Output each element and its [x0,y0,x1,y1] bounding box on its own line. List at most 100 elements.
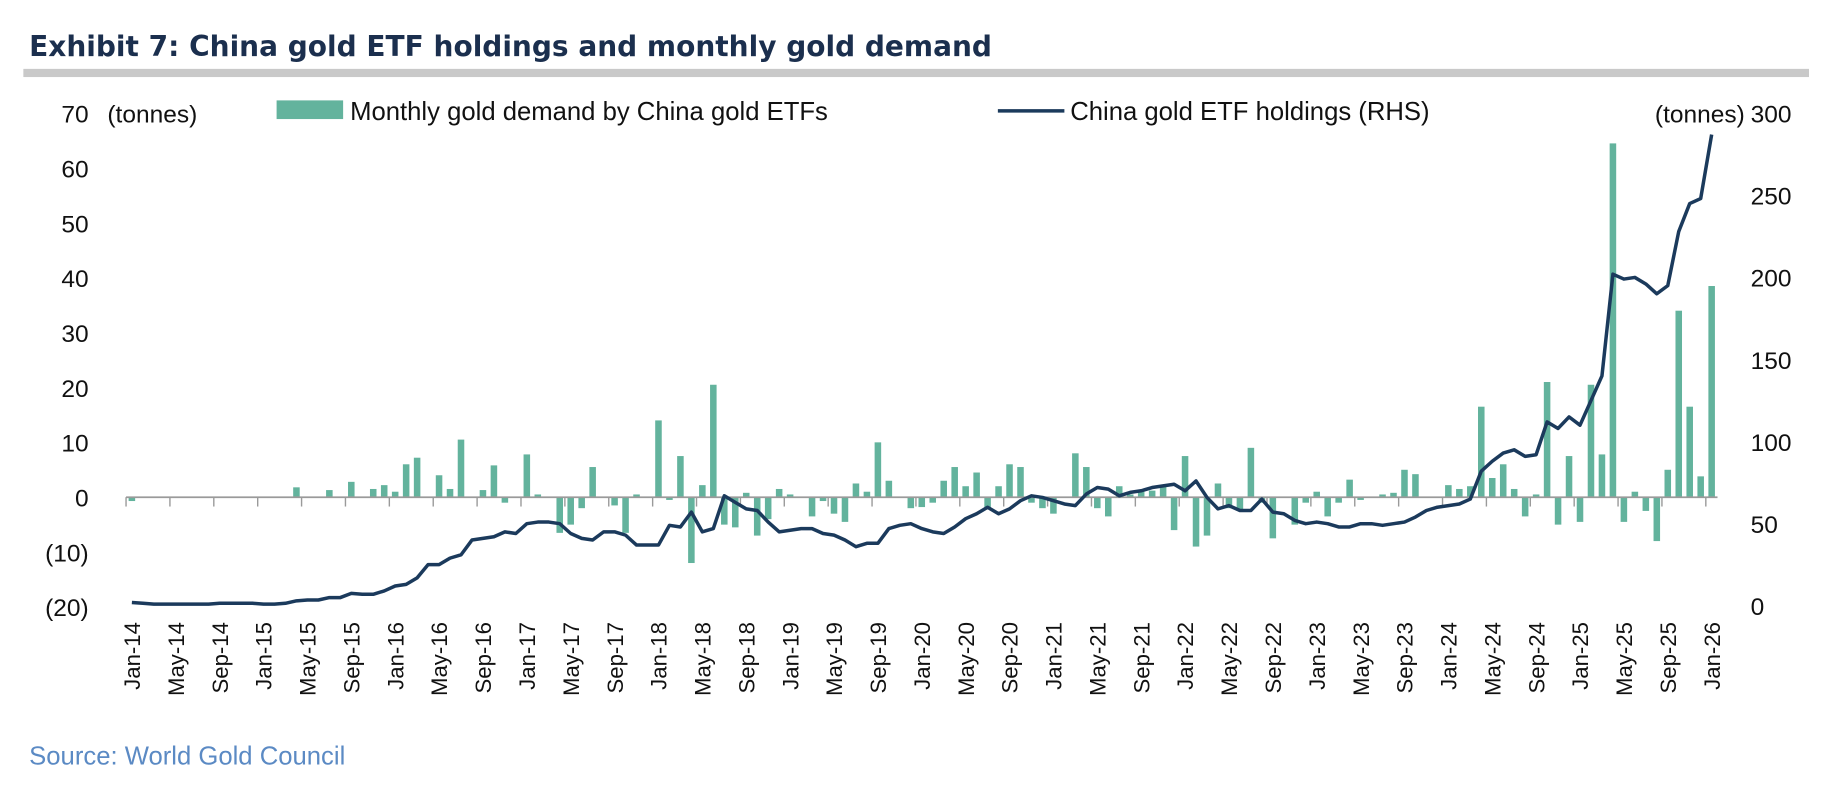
right-tick-label: 300 [1751,102,1792,129]
demand-bar [1137,491,1145,498]
demand-bar [1039,497,1046,509]
demand-bar [1379,494,1386,498]
demand-bar [457,439,465,498]
demand-bar [622,497,629,533]
x-tick-label: Sep-17 [603,622,628,693]
demand-bar [1357,497,1364,500]
demand-bar [1456,488,1463,498]
demand-bar [556,497,564,533]
demand-bar [1401,469,1408,498]
x-tick-label: May-24 [1480,622,1505,696]
x-tick-label: May-25 [1612,622,1637,696]
demand-bar [885,480,893,498]
title-divider [23,68,1809,78]
x-tick-label: Jan-15 [252,622,277,690]
x-tick-label: Sep-21 [1129,622,1154,693]
x-tick-label: Sep-18 [734,622,759,693]
x-tick-label: Jan-19 [778,622,803,690]
demand-bar [435,475,443,498]
demand-bar [402,464,410,498]
x-tick-label: Sep-14 [208,622,233,693]
demand-bar [1697,476,1704,498]
demand-bar [1028,497,1035,503]
x-tick-label: Jan-22 [1173,622,1198,690]
demand-bar [852,483,860,498]
demand-bar [1225,497,1233,509]
demand-bar [1324,497,1331,517]
chart-title: Exhibit 7: China gold ETF holdings and m… [29,30,992,63]
demand-bar [1631,491,1639,498]
x-tick-label: May-18 [691,622,716,696]
demand-bar [1148,490,1156,498]
x-tick-label: Sep-24 [1524,622,1549,693]
demand-bar [1554,497,1562,525]
x-tick-label: Jan-24 [1437,622,1462,690]
left-tick-label: 70 [61,102,88,129]
demand-bar [918,497,926,508]
demand-bar [808,497,816,517]
demand-bar [633,494,640,498]
demand-bar [1412,474,1419,498]
demand-bar [863,491,871,498]
demand-bar [1181,456,1189,498]
demand-bar [1313,491,1320,498]
demand-bar [413,457,421,498]
demand-bar [819,497,827,502]
demand-bar [666,497,673,500]
right-axis-unit: (tonnes) [1655,102,1745,129]
legend-bar-swatch [276,100,344,120]
demand-bar [1269,497,1277,539]
demand-bar [578,497,585,509]
demand-bar [1620,497,1628,522]
legend: Monthly gold demand by China gold ETFs C… [276,98,1430,126]
demand-bar [1565,456,1573,498]
demand-bar [764,497,772,520]
demand-bar [523,454,531,498]
demand-bar [1236,497,1244,511]
legend-line-label: China gold ETF holdings (RHS) [1070,98,1429,126]
demand-bar [742,492,750,498]
demand-bar [326,490,333,498]
x-tick-label: Jan-17 [515,622,540,690]
demand-bar [1521,497,1529,517]
demand-bar [1510,488,1518,498]
demand-bar [1083,467,1090,498]
x-tick-label: May-20 [954,622,979,696]
x-tick-label: Jan-20 [910,622,935,690]
demand-bar [567,497,574,525]
left-tick-label: 30 [61,321,88,348]
demand-bar [940,480,947,498]
demand-bar [973,472,980,498]
demand-bar [1587,384,1595,498]
demand-bar [995,486,1002,498]
left-tick-label: (10) [45,540,89,567]
demand-bar [1247,447,1255,498]
demand-bar [1609,143,1617,498]
left-axis-unit: (tonnes) [107,102,197,129]
bar-series [128,143,1715,564]
right-tick-label: 200 [1751,266,1792,293]
demand-bar [1499,464,1507,498]
x-tick-label: May-23 [1349,622,1374,696]
demand-bar [753,497,761,536]
demand-bar [874,442,882,498]
demand-bar [1390,492,1397,498]
demand-bar [710,384,717,498]
left-tick-label: 0 [75,486,89,513]
line-series [131,134,1714,606]
x-tick-label: May-15 [296,622,321,696]
x-tick-label: Sep-15 [339,622,364,693]
x-tick-label: Sep-19 [866,622,891,693]
x-tick-label: May-17 [559,622,584,696]
demand-bar [984,497,991,509]
demand-bar [655,420,662,498]
demand-bar [1445,485,1452,498]
demand-bar [369,488,377,498]
demand-bar [589,467,596,498]
demand-bar [1017,467,1024,498]
demand-bar [1050,497,1057,514]
left-axis: 70 60 50 40 30 20 10 0 (10) (20) [45,102,89,623]
right-tick-label: 250 [1751,184,1792,211]
demand-bar [1576,497,1584,522]
x-tick-label: Jan-18 [647,622,672,690]
